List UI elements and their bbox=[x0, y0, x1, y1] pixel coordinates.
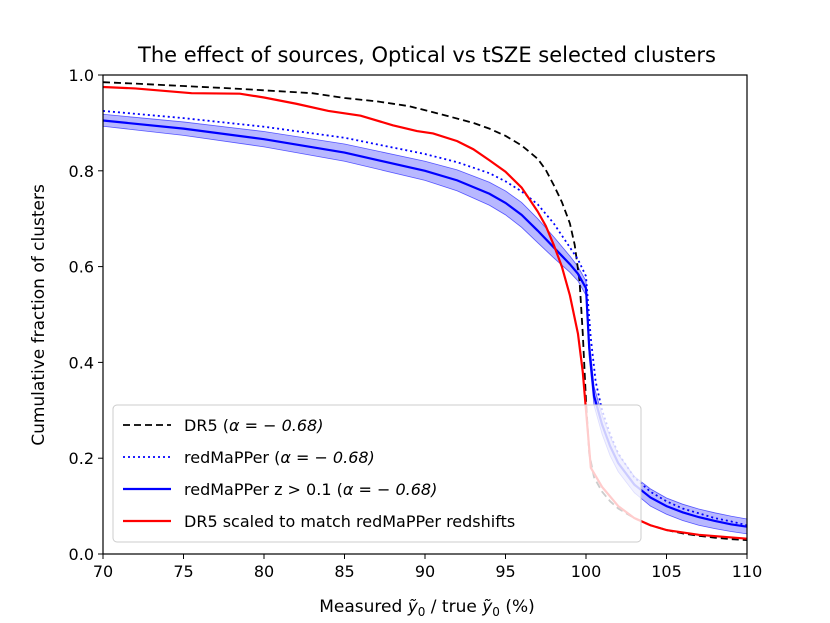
legend-label-pre: redMaPPer z > 0.1 ( bbox=[184, 480, 343, 499]
legend-label-post: α = − 0.68) bbox=[280, 448, 374, 467]
x-tick-label: 85 bbox=[334, 562, 354, 581]
legend-label-pre: DR5 ( bbox=[184, 416, 229, 435]
series-band-2 bbox=[103, 113, 747, 535]
y-tick-label: 0.2 bbox=[69, 449, 94, 468]
x-axis-symbol-measured: ỹ bbox=[407, 597, 419, 617]
legend-label-post: α = − 0.68) bbox=[229, 416, 323, 435]
x-tick-label: 110 bbox=[732, 562, 763, 581]
x-tick-label: 100 bbox=[571, 562, 602, 581]
x-tick-label: 95 bbox=[495, 562, 515, 581]
legend-label-1: redMaPPer (α = − 0.68) bbox=[184, 448, 375, 467]
legend-box bbox=[112, 404, 642, 543]
legend-label-2: redMaPPer z > 0.1 (α = − 0.68) bbox=[184, 480, 437, 499]
legend-label-pre: DR5 scaled to match redMaPPer redshifts bbox=[184, 512, 515, 531]
y-tick-label: 0.6 bbox=[69, 258, 94, 277]
y-tick-label: 0.0 bbox=[69, 545, 94, 564]
x-axis-label: Measured ỹ0 / true ỹ0 (%) bbox=[319, 597, 535, 619]
y-tick-label: 1.0 bbox=[69, 66, 94, 85]
x-tick-label: 105 bbox=[651, 562, 682, 581]
series-line-1 bbox=[103, 110, 747, 527]
y-axis-label: Cumulative fraction of clusters bbox=[29, 184, 49, 446]
y-tick-label: 0.8 bbox=[69, 162, 94, 181]
confidence-bands bbox=[103, 113, 747, 535]
legend-label-post: α = − 0.68) bbox=[343, 480, 437, 499]
y-tick-label: 0.4 bbox=[69, 353, 94, 372]
x-axis-label-post: (%) bbox=[500, 597, 535, 617]
x-tick-label: 70 bbox=[93, 562, 113, 581]
x-tick-label: 80 bbox=[254, 562, 274, 581]
x-axis-label-mid: / true bbox=[425, 597, 482, 617]
y-axis-ticks: 0.0 0.2 0.4 0.6 0.8 1.0 bbox=[69, 66, 103, 564]
series-line-0 bbox=[103, 81, 747, 542]
x-axis-symbol-true: ỹ bbox=[481, 597, 493, 617]
series-line-2 bbox=[103, 119, 747, 528]
chart-title: The effect of sources, Optical vs tSZE s… bbox=[137, 43, 716, 67]
x-axis-subscript-measured: 0 bbox=[418, 605, 426, 619]
legend-label-pre: redMaPPer ( bbox=[184, 448, 280, 467]
x-axis-label-pre: Measured bbox=[319, 597, 407, 617]
x-axis-ticks: 70 75 80 85 90 95 100 105 110 bbox=[93, 554, 762, 581]
x-axis-subscript-true: 0 bbox=[492, 605, 500, 619]
legend-label-0: DR5 (α = − 0.68) bbox=[184, 416, 323, 435]
x-tick-label: 90 bbox=[415, 562, 435, 581]
legend: DR5 (α = − 0.68)redMaPPer (α = − 0.68)re… bbox=[112, 404, 642, 543]
legend-label-3: DR5 scaled to match redMaPPer redshifts bbox=[184, 512, 515, 531]
x-tick-label: 75 bbox=[173, 562, 193, 581]
